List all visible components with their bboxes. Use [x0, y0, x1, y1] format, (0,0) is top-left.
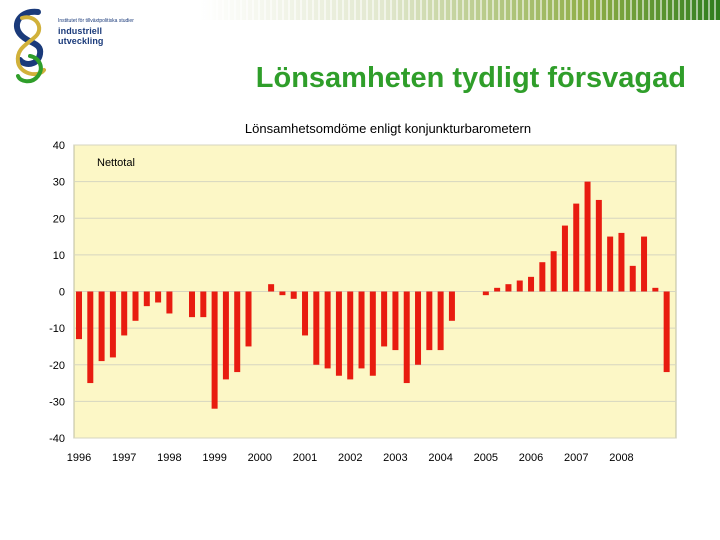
bar	[222, 291, 229, 380]
page-title: Lönsamheten tydligt försvagad	[255, 62, 686, 94]
bar	[629, 265, 636, 292]
bar	[448, 291, 455, 321]
x-tick-label: 2003	[383, 452, 407, 464]
bar	[516, 280, 523, 292]
bar	[189, 291, 196, 318]
bar	[482, 291, 489, 296]
chart-annotation: Nettotal	[97, 157, 135, 169]
x-tick-label: 2004	[428, 452, 452, 464]
bar	[335, 291, 342, 376]
bar	[494, 287, 501, 292]
bar	[279, 291, 286, 296]
x-tick-label: 2000	[248, 452, 272, 464]
logo-mark-icon	[13, 8, 46, 84]
x-tick-label: 2006	[519, 452, 543, 464]
bar	[652, 287, 659, 292]
y-tick-label: -40	[49, 433, 65, 445]
x-tick-label: 1996	[67, 452, 91, 464]
bar	[426, 291, 433, 351]
bar	[528, 276, 535, 292]
bar	[358, 291, 365, 369]
bar	[87, 291, 94, 384]
bar	[211, 291, 218, 409]
bar	[347, 291, 354, 380]
bar	[381, 291, 388, 347]
bar	[663, 291, 670, 373]
bar	[550, 251, 557, 292]
bar	[584, 181, 591, 292]
bar	[302, 291, 309, 336]
bar	[290, 291, 297, 299]
bar	[505, 284, 512, 292]
header-stripes	[200, 0, 720, 20]
x-tick-label: 1998	[157, 452, 181, 464]
bar	[437, 291, 444, 351]
logo-subtitle: Institutet för tillväxtpolitiska studier	[58, 18, 134, 24]
bar	[121, 291, 128, 336]
bar	[313, 291, 320, 365]
logo: Institutet för tillväxtpolitiska studier…	[8, 8, 148, 88]
bar	[245, 291, 252, 347]
bar	[268, 284, 275, 292]
x-tick-label: 2002	[338, 452, 362, 464]
x-tick-label: 2007	[564, 452, 588, 464]
bar	[415, 291, 422, 365]
y-tick-label: -10	[49, 323, 65, 335]
bar	[200, 291, 207, 318]
logo-name: industriell utveckling	[58, 26, 104, 46]
x-axis-ticks: 1996 1997 1998 1999 2000 2001 2002 2003 2004 2005…	[67, 452, 634, 464]
bar	[76, 291, 82, 340]
x-tick-label: 2008	[609, 452, 633, 464]
y-tick-label: 30	[53, 177, 65, 189]
bars	[76, 181, 670, 409]
bar	[392, 291, 399, 351]
bar	[132, 291, 139, 321]
y-tick-label: -20	[49, 360, 65, 372]
bar	[369, 291, 376, 376]
bar	[539, 262, 546, 292]
x-tick-label: 2005	[474, 452, 498, 464]
bar	[618, 232, 625, 292]
y-tick-label: 10	[53, 250, 65, 262]
bar	[573, 203, 580, 292]
bar	[109, 291, 116, 358]
x-tick-label: 1997	[112, 452, 136, 464]
y-tick-label: 40	[53, 140, 65, 152]
x-tick-label: 1999	[202, 452, 226, 464]
y-axis-ticks: 40 30 20 10 0 -10 -20 -30 -40	[49, 140, 65, 445]
bar	[234, 291, 241, 373]
x-tick-label: 2001	[293, 452, 317, 464]
bar	[98, 291, 105, 362]
y-tick-label: 20	[53, 213, 65, 225]
chart-title: Lönsamhetsomdöme enligt konjunkturbarome…	[245, 121, 531, 136]
bar	[607, 236, 614, 292]
bar	[143, 291, 150, 307]
bar	[155, 291, 162, 303]
bar	[403, 291, 410, 384]
y-tick-label: -30	[49, 396, 65, 408]
bar	[166, 291, 173, 314]
y-tick-label: 0	[59, 287, 65, 299]
bar	[641, 236, 648, 292]
bar	[595, 199, 602, 292]
bar	[561, 225, 568, 292]
bar	[324, 291, 331, 369]
